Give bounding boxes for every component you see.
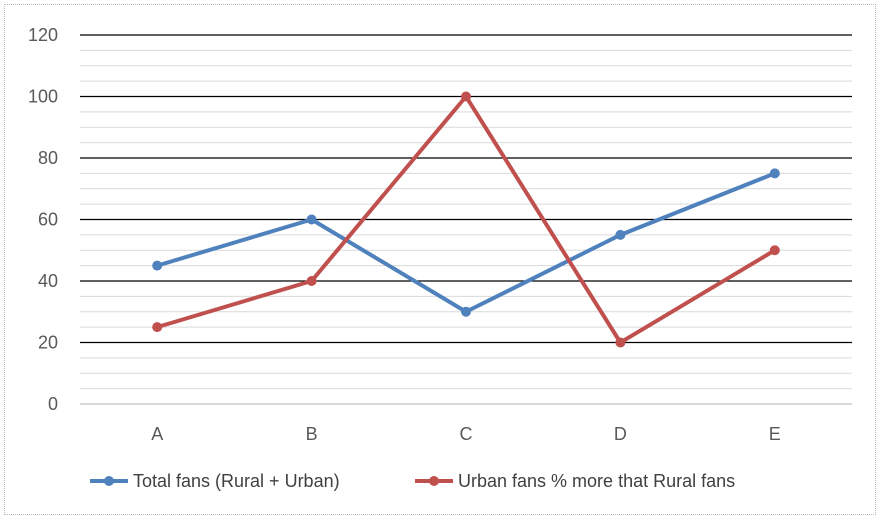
y-tick-label: 80	[38, 148, 58, 168]
y-tick-label: 40	[38, 271, 58, 291]
legend-item: Total fans (Rural + Urban)	[90, 471, 340, 491]
y-axis-tick-labels: 0 20 40 60 80 100 120	[28, 25, 58, 414]
series-1	[152, 168, 780, 317]
x-axis-tick-labels: A B C D E	[151, 424, 781, 444]
legend-marker	[429, 476, 439, 486]
data-point	[152, 260, 163, 271]
x-tick-label: E	[769, 424, 781, 444]
data-point	[461, 306, 471, 317]
x-tick-label: D	[614, 424, 627, 444]
legend-label: Urban fans % more that Rural fans	[458, 471, 735, 491]
legend-label: Total fans (Rural + Urban)	[133, 471, 340, 491]
series-line	[155, 171, 777, 314]
x-tick-label: A	[151, 424, 163, 444]
data-point	[615, 337, 626, 348]
legend-item: Urban fans % more that Rural fans	[415, 471, 735, 491]
data-point	[769, 168, 780, 179]
legend-marker	[104, 476, 114, 486]
y-tick-label: 60	[38, 210, 58, 230]
series-lines	[152, 91, 780, 348]
y-tick-label: 100	[28, 87, 58, 107]
y-tick-label: 0	[48, 394, 58, 414]
series-2	[152, 91, 780, 348]
data-point	[615, 229, 626, 240]
data-point	[152, 322, 163, 333]
y-tick-label: 20	[38, 333, 58, 353]
gridlines	[80, 34, 852, 405]
y-tick-label: 120	[28, 25, 58, 45]
x-tick-label: B	[306, 424, 318, 444]
data-point	[306, 214, 317, 225]
legend: Total fans (Rural + Urban) Urban fans % m…	[90, 471, 735, 491]
x-tick-label: C	[460, 424, 473, 444]
chart-frame	[4, 4, 876, 515]
data-point	[769, 245, 780, 256]
data-point	[461, 91, 471, 102]
data-point	[306, 276, 317, 286]
